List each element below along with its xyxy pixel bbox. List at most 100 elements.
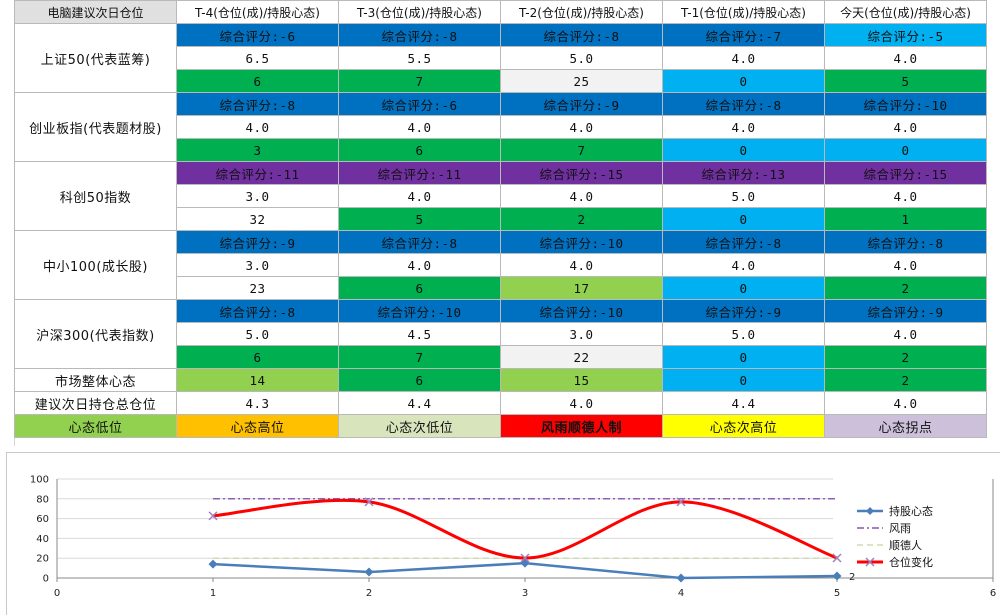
- mood-cell[interactable]: 2: [500, 207, 663, 231]
- mood-cell[interactable]: 0: [662, 276, 825, 300]
- mood-cell[interactable]: 6: [176, 345, 339, 369]
- position-cell[interactable]: 3.0: [176, 253, 339, 277]
- mood-cell[interactable]: 0: [662, 138, 825, 162]
- score-cell[interactable]: 综合评分:-8: [338, 230, 501, 254]
- market-cell[interactable]: 14: [176, 368, 339, 392]
- position-cell[interactable]: 3.0: [176, 184, 339, 208]
- mood-cell[interactable]: 5: [338, 207, 501, 231]
- score-cell[interactable]: 综合评分:-6: [338, 92, 501, 116]
- mood-cell[interactable]: 0: [662, 69, 825, 93]
- header-title[interactable]: 电脑建议次日仓位: [14, 0, 177, 24]
- score-cell[interactable]: 综合评分:-5: [824, 23, 987, 47]
- suggest-cell[interactable]: 4.4: [338, 391, 501, 415]
- mood-cell[interactable]: 22: [500, 345, 663, 369]
- state-cell[interactable]: 心态拐点: [824, 414, 987, 438]
- score-cell[interactable]: 综合评分:-11: [338, 161, 501, 185]
- mood-cell[interactable]: 7: [500, 138, 663, 162]
- header-col-4[interactable]: T-1(仓位(成)/持股心态): [662, 0, 825, 24]
- mood-cell[interactable]: 0: [662, 207, 825, 231]
- position-cell[interactable]: 4.5: [338, 322, 501, 346]
- state-cell[interactable]: 心态低位: [14, 414, 177, 438]
- state-cell[interactable]: 心态次低位: [338, 414, 501, 438]
- score-cell[interactable]: 综合评分:-10: [500, 299, 663, 323]
- market-cell[interactable]: 2: [824, 368, 987, 392]
- index-name-2[interactable]: 科创50指数: [14, 161, 177, 231]
- mood-cell[interactable]: 32: [176, 207, 339, 231]
- score-cell[interactable]: 综合评分:-8: [176, 92, 339, 116]
- position-cell[interactable]: 5.0: [662, 184, 825, 208]
- position-cell[interactable]: 4.0: [824, 322, 987, 346]
- mood-cell[interactable]: 2: [824, 345, 987, 369]
- index-name-1[interactable]: 创业板指(代表题材股): [14, 92, 177, 162]
- mood-cell[interactable]: 6: [338, 138, 501, 162]
- position-cell[interactable]: 4.0: [500, 253, 663, 277]
- score-cell[interactable]: 综合评分:-15: [500, 161, 663, 185]
- score-cell[interactable]: 综合评分:-6: [176, 23, 339, 47]
- mood-cell[interactable]: 7: [338, 69, 501, 93]
- market-cell[interactable]: 6: [338, 368, 501, 392]
- score-cell[interactable]: 综合评分:-9: [176, 230, 339, 254]
- mood-cell[interactable]: 7: [338, 345, 501, 369]
- state-cell[interactable]: 风雨顺德人制: [500, 414, 663, 438]
- header-col-3[interactable]: T-2(仓位(成)/持股心态): [500, 0, 663, 24]
- market-cell[interactable]: 15: [500, 368, 663, 392]
- suggest-cell[interactable]: 4.3: [176, 391, 339, 415]
- position-cell[interactable]: 4.0: [662, 115, 825, 139]
- state-cell[interactable]: 心态高位: [176, 414, 339, 438]
- mood-cell[interactable]: 25: [500, 69, 663, 93]
- score-cell[interactable]: 综合评分:-8: [176, 299, 339, 323]
- state-cell[interactable]: 心态次高位: [662, 414, 825, 438]
- mood-cell[interactable]: 0: [662, 345, 825, 369]
- position-cell[interactable]: 5.5: [338, 46, 501, 70]
- market-cell[interactable]: 0: [662, 368, 825, 392]
- position-cell[interactable]: 4.0: [824, 46, 987, 70]
- mood-cell[interactable]: 17: [500, 276, 663, 300]
- mood-cell[interactable]: 1: [824, 207, 987, 231]
- score-cell[interactable]: 综合评分:-9: [662, 299, 825, 323]
- position-cell[interactable]: 4.0: [500, 115, 663, 139]
- score-cell[interactable]: 综合评分:-11: [176, 161, 339, 185]
- position-cell[interactable]: 4.0: [338, 184, 501, 208]
- score-cell[interactable]: 综合评分:-10: [824, 92, 987, 116]
- mood-cell[interactable]: 3: [176, 138, 339, 162]
- suggest-cell[interactable]: 4.0: [500, 391, 663, 415]
- mood-cell[interactable]: 6: [338, 276, 501, 300]
- position-cell[interactable]: 4.0: [662, 46, 825, 70]
- index-name-3[interactable]: 中小100(成长股): [14, 230, 177, 300]
- position-cell[interactable]: 5.0: [500, 46, 663, 70]
- score-cell[interactable]: 综合评分:-9: [824, 299, 987, 323]
- suggest-cell[interactable]: 4.4: [662, 391, 825, 415]
- position-cell[interactable]: 4.0: [338, 253, 501, 277]
- header-col-5[interactable]: 今天(仓位(成)/持股心态): [824, 0, 987, 24]
- score-cell[interactable]: 综合评分:-7: [662, 23, 825, 47]
- index-name-0[interactable]: 上证50(代表蓝筹): [14, 23, 177, 93]
- position-cell[interactable]: 5.0: [662, 322, 825, 346]
- position-cell[interactable]: 3.0: [500, 322, 663, 346]
- score-cell[interactable]: 综合评分:-9: [500, 92, 663, 116]
- score-cell[interactable]: 综合评分:-8: [500, 23, 663, 47]
- position-cell[interactable]: 4.0: [176, 115, 339, 139]
- score-cell[interactable]: 综合评分:-8: [662, 92, 825, 116]
- mood-cell[interactable]: 2: [824, 276, 987, 300]
- position-cell[interactable]: 4.0: [824, 115, 987, 139]
- position-cell[interactable]: 6.5: [176, 46, 339, 70]
- position-cell[interactable]: 4.0: [824, 253, 987, 277]
- header-col-2[interactable]: T-3(仓位(成)/持股心态): [338, 0, 501, 24]
- market-label[interactable]: 市场整体心态: [14, 368, 177, 392]
- mood-cell[interactable]: 23: [176, 276, 339, 300]
- suggest-cell[interactable]: 4.0: [824, 391, 987, 415]
- mood-cell[interactable]: 0: [824, 138, 987, 162]
- score-cell[interactable]: 综合评分:-15: [824, 161, 987, 185]
- score-cell[interactable]: 综合评分:-13: [662, 161, 825, 185]
- score-cell[interactable]: 综合评分:-8: [338, 23, 501, 47]
- index-name-4[interactable]: 沪深300(代表指数): [14, 299, 177, 369]
- score-cell[interactable]: 综合评分:-8: [662, 230, 825, 254]
- chart-area[interactable]: 0 20 40 60 80 100 0 1 2 3 4 5 6 2 持股心态 风雨 顺德人 仓位变化: [6, 452, 1000, 615]
- position-cell[interactable]: 4.0: [500, 184, 663, 208]
- score-cell[interactable]: 综合评分:-10: [338, 299, 501, 323]
- score-cell[interactable]: 综合评分:-10: [500, 230, 663, 254]
- position-cell[interactable]: 5.0: [176, 322, 339, 346]
- position-cell[interactable]: 4.0: [338, 115, 501, 139]
- score-cell[interactable]: 综合评分:-8: [824, 230, 987, 254]
- mood-cell[interactable]: 5: [824, 69, 987, 93]
